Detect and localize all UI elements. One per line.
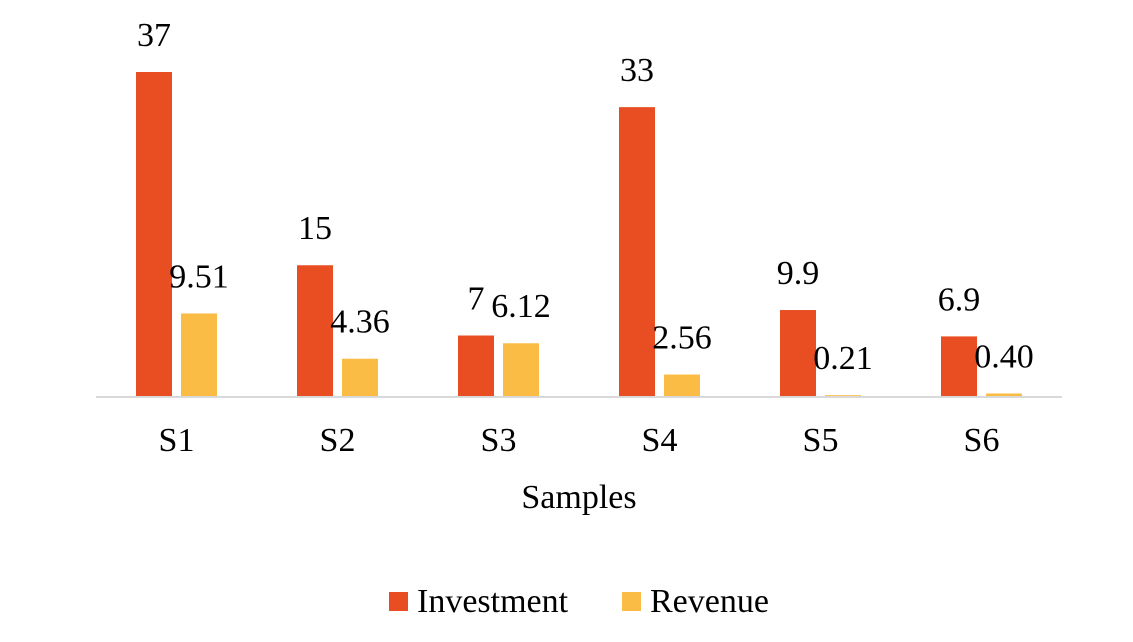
bar-investment-s5 bbox=[780, 310, 816, 397]
bar-investment-s4 bbox=[619, 107, 655, 397]
bars-group bbox=[136, 72, 1022, 397]
data-label-investment-s3: 7 bbox=[468, 281, 485, 318]
legend-label-investment: Investment bbox=[417, 583, 569, 620]
legend-label-revenue: Revenue bbox=[650, 583, 769, 620]
bar-investment-s3 bbox=[458, 335, 494, 397]
legend: Investment Revenue bbox=[389, 583, 769, 620]
bar-revenue-s3 bbox=[503, 343, 539, 397]
x-tick-label-s4: S4 bbox=[642, 422, 678, 459]
data-label-revenue-s3: 6.12 bbox=[491, 288, 551, 325]
legend-swatch-revenue bbox=[622, 592, 641, 611]
data-label-revenue-s4: 2.56 bbox=[652, 320, 712, 357]
data-label-investment-s5: 9.9 bbox=[777, 255, 820, 292]
x-tick-label-s6: S6 bbox=[964, 422, 1000, 459]
bar-revenue-s4 bbox=[664, 374, 700, 397]
bar-revenue-s1 bbox=[181, 313, 217, 397]
data-label-revenue-s2: 4.36 bbox=[330, 304, 390, 341]
x-tick-label-s1: S1 bbox=[159, 422, 195, 459]
data-label-investment-s4: 33 bbox=[620, 52, 654, 89]
x-tick-label-s2: S2 bbox=[320, 422, 356, 459]
bar-investment-s1 bbox=[136, 72, 172, 397]
bar-investment-s2 bbox=[297, 265, 333, 397]
data-label-revenue-s5: 0.21 bbox=[813, 340, 873, 377]
x-axis-title: Samples bbox=[521, 479, 636, 516]
data-label-revenue-s6: 0.40 bbox=[974, 338, 1034, 375]
x-tick-labels-group: S1 S2 S3 S4 S5 S6 bbox=[159, 422, 1000, 459]
data-label-revenue-s1: 9.51 bbox=[169, 258, 229, 295]
data-label-investment-s6: 6.9 bbox=[938, 281, 981, 318]
data-label-investment-s2: 15 bbox=[298, 210, 332, 247]
legend-swatch-investment bbox=[389, 592, 408, 611]
bar-investment-s6 bbox=[941, 336, 977, 397]
x-tick-label-s5: S5 bbox=[803, 422, 839, 459]
x-tick-label-s3: S3 bbox=[481, 422, 517, 459]
bar-revenue-s2 bbox=[342, 358, 378, 397]
data-labels-group: 37 9.51 15 4.36 7 6.12 33 2.56 9.9 0.21 6.9 0.40 bbox=[137, 17, 1034, 377]
data-label-investment-s1: 37 bbox=[137, 17, 171, 54]
bar-revenue-s6 bbox=[986, 393, 1022, 397]
